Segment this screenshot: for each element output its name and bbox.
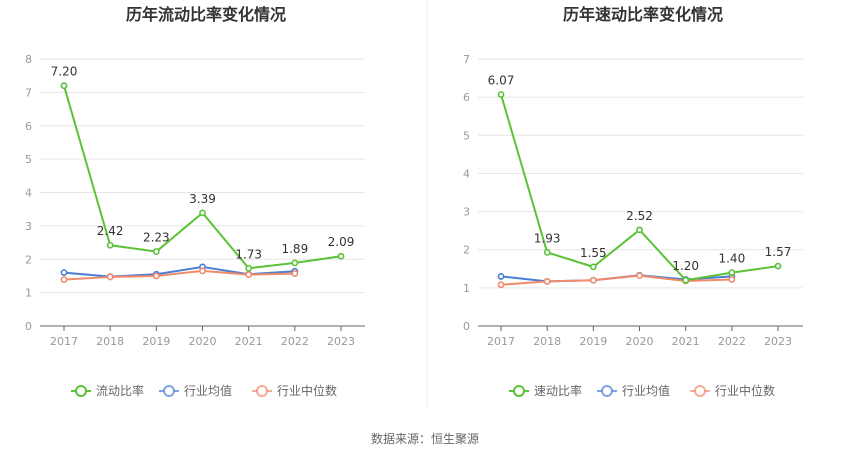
legend-marker-icon [163, 385, 175, 397]
y-tick-label: 0 [25, 320, 32, 333]
data-label: 2.09 [328, 235, 355, 249]
data-label: 1.89 [281, 242, 308, 256]
legend-label: 流动比率 [96, 383, 144, 398]
y-tick-label: 1 [463, 282, 470, 295]
legend-marker-icon [75, 385, 87, 397]
x-tick-label: 2018 [533, 335, 561, 348]
data-point [682, 276, 690, 284]
data-point [60, 276, 68, 284]
y-tick-label: 4 [25, 187, 32, 200]
legend-marker-icon [694, 385, 706, 397]
x-tick-label: 2017 [50, 335, 78, 348]
quick-ratio-chart: 历年速动比率变化情况 0 1 2 3 4 5 6 7 2017 2018 2019 2020 2021 2… [463, 5, 803, 398]
legend-label: 行业均值 [184, 383, 232, 398]
legend-label: 行业均值 [622, 383, 670, 398]
y-tick-label: 3 [463, 206, 470, 219]
y-tick-label: 2 [463, 244, 470, 257]
data-label: 2.23 [143, 231, 170, 245]
data-label: 1.55 [580, 246, 607, 260]
series-line [63, 85, 342, 270]
data-point [636, 226, 643, 234]
x-tick-label: 2017 [487, 335, 515, 348]
data-point [60, 269, 68, 276]
data-label: 1.57 [765, 245, 792, 259]
data-point [589, 263, 597, 271]
x-tick-label: 2019 [579, 335, 607, 348]
y-tick-label: 1 [25, 287, 32, 300]
x-tick-label: 2023 [764, 335, 792, 348]
data-point [199, 209, 206, 217]
x-tick-label: 2020 [626, 335, 654, 348]
legend-marker-icon [513, 385, 525, 397]
data-point [589, 276, 597, 284]
data-label: 1.93 [534, 231, 561, 245]
data-point [291, 259, 299, 267]
data-point [728, 276, 736, 283]
current-ratio-chart: 历年流动比率变化情况 0 1 2 3 4 5 6 7 8 2017 2018 2019 2020 2021… [25, 5, 365, 398]
data-point [497, 281, 505, 289]
legend-label: 行业中位数 [715, 383, 775, 398]
data-point [728, 269, 736, 276]
data-label: 6.07 [488, 73, 515, 87]
y-tick-label: 0 [463, 320, 470, 333]
y-tick-label: 3 [25, 220, 32, 233]
data-point [199, 267, 206, 275]
x-tick-label: 2022 [718, 335, 746, 348]
data-label: 1.40 [718, 252, 745, 266]
data-point [543, 248, 551, 256]
data-source-note: 数据来源：恒生聚源 [371, 431, 479, 446]
data-point [152, 272, 160, 280]
data-point [152, 248, 160, 255]
data-point [106, 273, 114, 281]
y-tick-label: 6 [25, 120, 32, 133]
y-tick-label: 5 [463, 129, 470, 142]
chart-title: 历年速动比率变化情况 [563, 5, 723, 24]
chart-title: 历年流动比率变化情况 [126, 5, 286, 24]
x-tick-label: 2023 [327, 335, 355, 348]
data-point [291, 270, 299, 278]
data-point [636, 272, 643, 280]
y-tick-label: 8 [25, 53, 32, 66]
data-point [60, 82, 68, 90]
series-line [500, 274, 732, 286]
x-tick-label: 2021 [235, 335, 263, 348]
y-tick-label: 7 [25, 86, 32, 99]
y-tick-label: 7 [463, 53, 470, 66]
data-point [497, 273, 505, 280]
legend-marker-icon [601, 385, 613, 397]
y-tick-label: 4 [463, 167, 470, 180]
legend-marker-icon [256, 385, 268, 397]
data-point [245, 264, 253, 272]
data-label: 1.73 [235, 247, 262, 261]
x-tick-label: 2018 [96, 335, 124, 348]
series-line [63, 269, 295, 281]
x-tick-label: 2020 [189, 335, 217, 348]
data-point [337, 252, 345, 260]
y-tick-label: 2 [25, 253, 32, 266]
data-label: 3.39 [189, 192, 216, 206]
data-label: 1.20 [672, 259, 699, 273]
data-point [543, 277, 551, 285]
data-label: 2.42 [97, 224, 124, 238]
data-label: 7.20 [51, 65, 78, 79]
data-point [106, 241, 114, 249]
y-tick-label: 6 [463, 91, 470, 104]
x-tick-label: 2022 [281, 335, 309, 348]
x-tick-label: 2019 [142, 335, 170, 348]
x-tick-label: 2021 [672, 335, 700, 348]
data-point [774, 262, 782, 270]
data-label: 2.52 [626, 209, 653, 223]
data-point [497, 91, 505, 98]
data-point [245, 271, 253, 279]
legend-label: 行业中位数 [277, 383, 337, 398]
y-tick-label: 5 [25, 153, 32, 166]
legend-label: 速动比率 [534, 383, 582, 398]
